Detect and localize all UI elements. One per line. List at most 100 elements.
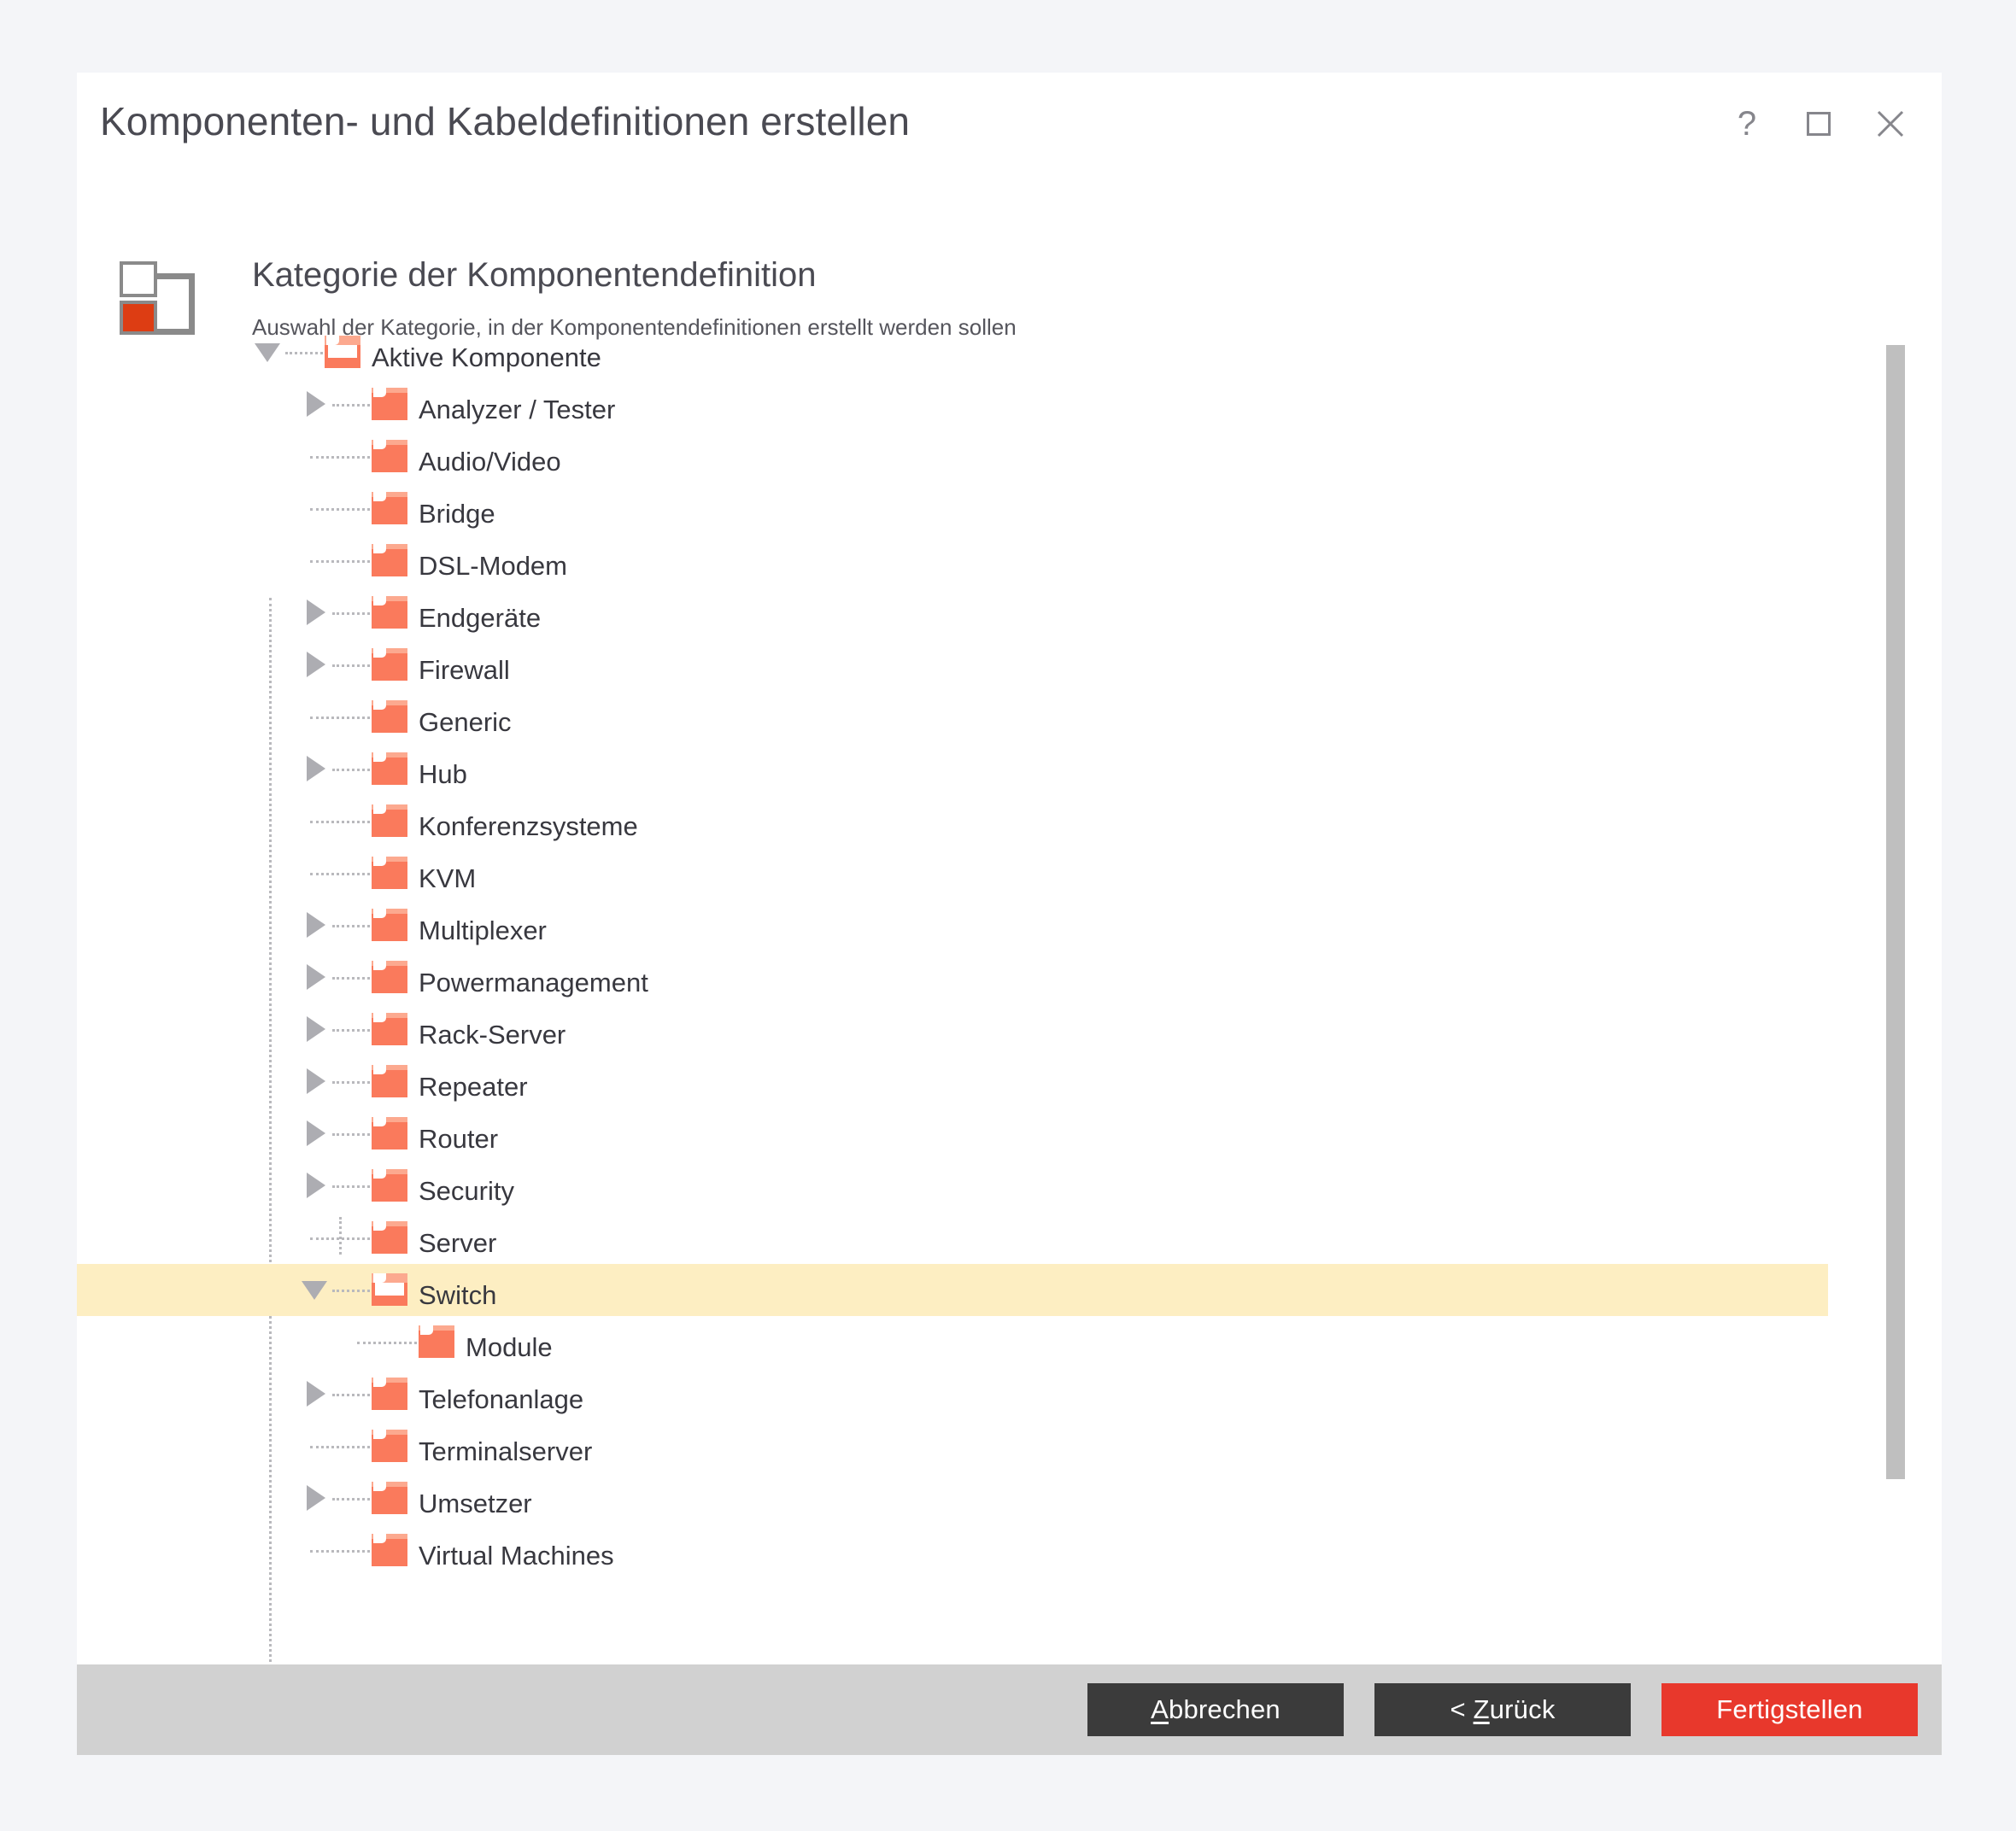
chevron-down-icon[interactable] [302, 1275, 331, 1304]
help-icon: ? [1737, 105, 1757, 143]
tree-connector [310, 717, 370, 719]
window-controls: ? [1711, 93, 1926, 155]
wizard-dialog: Komponenten- und Kabeldefinitionen erste… [77, 73, 1942, 1755]
tree-scrollbar[interactable] [1886, 306, 1905, 1536]
chevron-right-icon[interactable] [302, 650, 331, 679]
tree-item-generic[interactable]: Generic [77, 691, 1942, 743]
tree-connector [310, 1446, 370, 1448]
tree-connector [357, 1342, 417, 1344]
tree-item-label: Aktive Komponente [372, 342, 601, 372]
title-bar: Komponenten- und Kabeldefinitionen erste… [77, 73, 1942, 173]
tree-item-label: Generic [419, 707, 512, 737]
tree-item-audio-video[interactable]: Audio/Video [77, 430, 1942, 483]
folder-closed-icon [372, 648, 407, 681]
tree-item-virtual-machines[interactable]: Virtual Machines [77, 1524, 1942, 1577]
chevron-right-icon[interactable] [302, 1015, 331, 1044]
tree-item-label: Telefonanlage [419, 1384, 584, 1414]
icon-empty-square [120, 261, 157, 297]
component-definition-icon [120, 261, 196, 335]
folder-closed-icon [372, 492, 407, 524]
tree-item-label: Virtual Machines [419, 1541, 614, 1571]
tree-item-dsl-modem[interactable]: DSL-Modem [77, 535, 1942, 587]
chevron-right-icon[interactable] [302, 1067, 331, 1096]
tree-item-repeater[interactable]: Repeater [77, 1056, 1942, 1108]
category-tree[interactable]: Aktive Komponente Analyzer / Tester Audio/… [77, 326, 1942, 1664]
tree-item-server[interactable]: Server [77, 1212, 1942, 1264]
tree-item-label: Hub [419, 759, 467, 789]
chevron-right-icon[interactable] [302, 1171, 331, 1200]
chevron-right-icon[interactable] [302, 1379, 331, 1408]
folder-closed-icon [372, 857, 407, 889]
folder-closed-icon [372, 1482, 407, 1514]
window-title: Komponenten- und Kabeldefinitionen erste… [100, 99, 911, 143]
tree-item-label: Terminalserver [419, 1436, 593, 1466]
tree-item-label: Endgeräte [419, 603, 542, 633]
tree-connector [310, 560, 370, 563]
tree-scrollbar-thumb[interactable] [1886, 345, 1905, 1479]
tree-item-bridge[interactable]: Bridge [77, 483, 1942, 535]
tree-connector [310, 821, 370, 823]
chevron-right-icon[interactable] [302, 389, 331, 418]
tree-item-analyzer-tester[interactable]: Analyzer / Tester [77, 378, 1942, 430]
tree-item-router[interactable]: Router [77, 1108, 1942, 1160]
maximize-button[interactable] [1783, 93, 1855, 155]
tree-item-umsetzer[interactable]: Umsetzer [77, 1472, 1942, 1524]
tree-connector [310, 456, 370, 459]
tree-item-label: Bridge [419, 499, 495, 529]
tree-item-hub[interactable]: Hub [77, 743, 1942, 795]
tree-item-aktive-komponente[interactable]: Aktive Komponente [77, 326, 1942, 378]
tree-item-kvm[interactable]: KVM [77, 847, 1942, 899]
tree-item-label: Firewall [419, 655, 510, 685]
tree-item-security[interactable]: Security [77, 1160, 1942, 1212]
icon-filled-square [120, 301, 157, 335]
tree-item-switch[interactable]: Switch [77, 1264, 1828, 1316]
tree-connector [332, 664, 370, 667]
chevron-right-icon[interactable] [302, 962, 331, 992]
tree-item-label: Router [419, 1124, 499, 1154]
tree-item-label: KVM [419, 863, 477, 893]
chevron-right-icon[interactable] [302, 1483, 331, 1512]
folder-closed-icon [372, 1169, 407, 1202]
maximize-icon [1807, 112, 1831, 136]
tree-item-module[interactable]: Module [77, 1316, 1942, 1368]
tree-item-rack-server[interactable]: Rack-Server [77, 1003, 1942, 1056]
tree-item-endger-te[interactable]: Endgeräte [77, 587, 1942, 639]
tree-connector [332, 977, 370, 980]
tree-guide-line-sub [339, 1217, 342, 1255]
chevron-right-icon[interactable] [302, 754, 331, 783]
tree-connector [332, 1029, 370, 1032]
tree-connector [332, 1081, 370, 1084]
chevron-right-icon[interactable] [302, 910, 331, 939]
chevron-right-icon[interactable] [302, 598, 331, 627]
tree-connector [332, 1498, 370, 1500]
tree-item-label: Switch [419, 1280, 497, 1310]
help-button[interactable]: ? [1711, 93, 1783, 155]
finish-button[interactable]: Fertigstellen [1661, 1683, 1918, 1736]
tree-item-konferenzsysteme[interactable]: Konferenzsysteme [77, 795, 1942, 847]
close-icon [1877, 110, 1904, 137]
tree-item-multiplexer[interactable]: Multiplexer [77, 899, 1942, 951]
tree-connector [332, 925, 370, 927]
cancel-button[interactable]: Abbrechen [1087, 1683, 1344, 1736]
chevron-down-icon[interactable] [255, 337, 284, 366]
tree-item-firewall[interactable]: Firewall [77, 639, 1942, 691]
folder-closed-icon [372, 1378, 407, 1410]
folder-open-icon [325, 336, 360, 368]
tree-item-label: Security [419, 1176, 514, 1206]
chevron-right-icon[interactable] [302, 1119, 331, 1148]
page-header: Kategorie der Komponentendefinition Ausw… [77, 173, 1942, 340]
tree-item-terminalserver[interactable]: Terminalserver [77, 1420, 1942, 1472]
tree-connector [332, 1133, 370, 1136]
tree-connector [332, 1185, 370, 1188]
back-label: urück [1489, 1694, 1556, 1724]
folder-closed-icon [372, 700, 407, 733]
back-button[interactable]: < Zurück [1374, 1683, 1631, 1736]
tree-connector [310, 1550, 370, 1553]
tree-item-powermanagement[interactable]: Powermanagement [77, 951, 1942, 1003]
tree-item-label: Multiplexer [419, 916, 547, 945]
folder-closed-icon [372, 1117, 407, 1149]
close-button[interactable] [1855, 93, 1926, 155]
tree-item-telefonanlage[interactable]: Telefonanlage [77, 1368, 1942, 1420]
tree-item-label: Module [466, 1332, 553, 1362]
folder-closed-icon [372, 752, 407, 785]
